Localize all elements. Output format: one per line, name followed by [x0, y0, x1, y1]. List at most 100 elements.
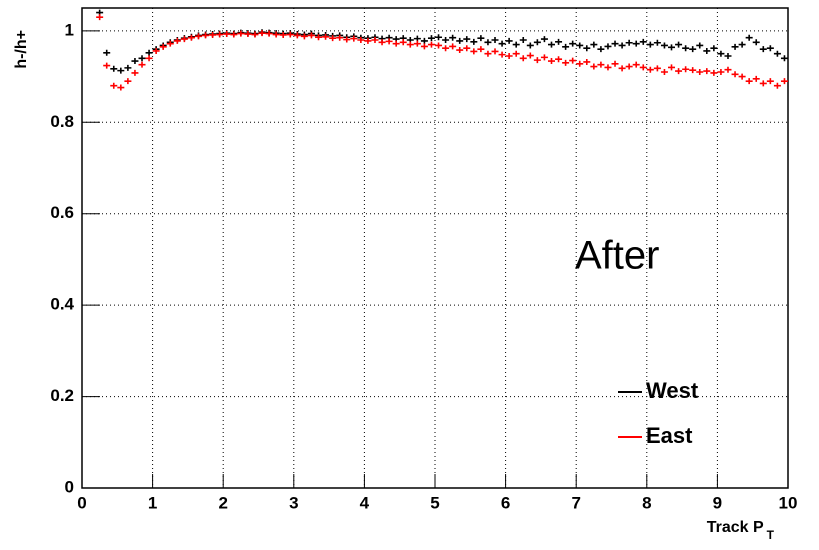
data-point	[682, 66, 690, 73]
data-point	[555, 56, 563, 63]
data-point	[618, 65, 626, 72]
data-point	[632, 61, 640, 68]
data-point	[696, 69, 704, 75]
data-point	[625, 39, 633, 46]
data-point	[286, 31, 294, 38]
x-tick-label: 2	[218, 493, 227, 512]
data-point	[145, 55, 153, 62]
data-point	[639, 64, 647, 71]
x-tick-label: 3	[289, 493, 298, 512]
data-point	[653, 65, 661, 72]
data-point	[555, 38, 563, 45]
data-point	[427, 35, 435, 42]
data-point	[562, 43, 570, 50]
data-point	[668, 44, 676, 51]
data-point	[399, 39, 407, 46]
data-point	[731, 43, 739, 50]
y-tick-label: 1	[65, 20, 74, 39]
data-point	[258, 30, 266, 37]
data-point	[611, 40, 619, 47]
data-point	[477, 35, 485, 42]
data-point	[590, 63, 598, 70]
data-point	[131, 58, 139, 65]
data-point	[272, 31, 280, 38]
data-point	[597, 61, 605, 68]
data-point	[653, 39, 661, 46]
data-point	[639, 38, 647, 45]
data-point	[717, 50, 725, 57]
data-point	[138, 61, 146, 68]
data-point	[526, 52, 534, 59]
data-point	[449, 43, 457, 50]
data-point	[315, 34, 323, 41]
x-tick-label: 7	[571, 493, 580, 512]
data-point	[223, 31, 231, 38]
data-point	[646, 66, 654, 73]
data-point	[512, 41, 520, 48]
data-point	[519, 55, 527, 62]
data-point	[152, 47, 160, 54]
data-point	[329, 35, 337, 42]
data-point	[682, 45, 690, 52]
data-point	[110, 65, 118, 72]
data-point	[526, 42, 534, 49]
data-point	[498, 51, 506, 58]
data-point	[717, 69, 725, 75]
data-point	[117, 84, 125, 91]
data-point	[569, 57, 577, 64]
data-point	[322, 33, 330, 40]
x-tick-label: 6	[501, 493, 510, 512]
data-point	[604, 43, 612, 50]
data-point	[576, 60, 584, 67]
data-point	[413, 35, 421, 42]
data-point	[435, 34, 443, 41]
data-point	[759, 46, 767, 53]
data-point	[773, 50, 781, 57]
y-tick-label: 0.2	[50, 386, 74, 405]
data-point	[420, 43, 428, 50]
data-point	[484, 39, 492, 46]
data-point	[590, 41, 598, 48]
data-point	[96, 14, 104, 21]
data-point	[618, 42, 626, 49]
x-tick-label: 1	[148, 493, 157, 512]
data-point	[611, 60, 619, 67]
data-point	[540, 54, 548, 61]
y-tick-label: 0.8	[50, 112, 74, 131]
data-point	[364, 37, 372, 44]
data-point	[244, 31, 252, 38]
data-point	[710, 69, 718, 76]
data-point	[491, 48, 499, 55]
data-point	[766, 78, 774, 85]
data-point	[569, 40, 577, 47]
data-point	[470, 38, 478, 45]
data-point	[216, 31, 224, 38]
data-point	[371, 37, 379, 43]
data-point	[194, 33, 202, 40]
data-point	[463, 45, 471, 52]
data-point	[442, 45, 450, 52]
data-point	[675, 41, 683, 48]
data-point	[209, 31, 217, 38]
data-point	[724, 66, 732, 73]
data-point	[646, 41, 654, 48]
data-point	[413, 40, 421, 47]
data-point	[124, 78, 132, 85]
data-point	[660, 42, 668, 49]
data-point	[336, 34, 344, 41]
annotation: After	[575, 234, 659, 278]
data-point	[703, 47, 711, 54]
legend-label: West	[646, 378, 699, 403]
data-point	[449, 34, 457, 41]
data-point	[484, 50, 492, 57]
data-point	[576, 42, 584, 49]
data-point	[498, 40, 506, 47]
data-point	[752, 39, 760, 46]
data-point	[350, 35, 358, 42]
data-point	[237, 30, 245, 37]
data-point	[173, 37, 181, 44]
data-point	[406, 41, 414, 48]
data-point	[675, 68, 683, 75]
